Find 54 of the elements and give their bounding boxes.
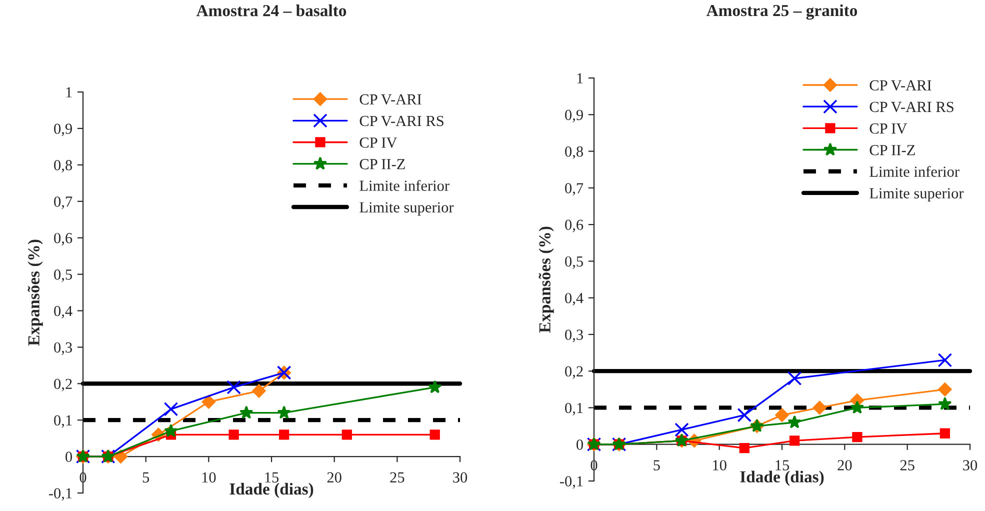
- chart-title: Amostra 25 – granito: [706, 4, 858, 20]
- y-tick-label: 0,1: [54, 415, 72, 428]
- y-tick-label: 0,1: [565, 402, 583, 416]
- legend-label: CP V-ARI: [360, 94, 422, 105]
- x-tick-label: 5: [142, 472, 150, 483]
- y-tick-label: -0,1: [48, 488, 72, 501]
- y-tick-label: 0,2: [54, 378, 72, 392]
- y-tick-label: 0,6: [565, 220, 584, 232]
- y-tick-label: 0,5: [54, 269, 72, 282]
- legend-label: CP II-Z: [360, 159, 405, 170]
- y-tick-label: 0,6: [54, 232, 72, 246]
- y-tick-label: 0,2: [565, 366, 583, 379]
- y-tick-label: 1: [577, 73, 583, 84]
- x-tick-label: 20: [838, 460, 852, 470]
- x-tick-label: 30: [963, 460, 978, 470]
- legend-label: Limite superior: [360, 202, 454, 216]
- y-tick-label: 0,3: [565, 330, 583, 342]
- legend-label: CP V-ARI RS: [360, 116, 444, 126]
- x-axis-title: Idade (dias): [740, 470, 824, 486]
- y-tick-label: 0: [66, 452, 72, 462]
- x-tick-label: 15: [265, 472, 279, 483]
- y-tick-label: 0,5: [565, 256, 583, 269]
- y-tick-label: 0,4: [565, 292, 584, 306]
- x-tick-label: 25: [390, 472, 404, 483]
- x-tick-label: 25: [900, 460, 914, 470]
- legend-label: Limite inferior: [870, 166, 960, 177]
- x-tick-label: 15: [776, 460, 790, 470]
- y-tick-label: 0,7: [54, 196, 72, 210]
- y-tick-label: 0,8: [565, 146, 583, 159]
- y-axis-title: Expansões (%): [28, 240, 43, 346]
- y-tick-label: -0,1: [560, 476, 583, 489]
- legend-label: CP IV: [360, 137, 398, 148]
- y-tick-label: 0,8: [54, 160, 72, 173]
- y-tick-label: 0,7: [565, 183, 584, 196]
- x-tick-label: 30: [453, 472, 468, 483]
- y-tick-label: 0,9: [54, 124, 72, 136]
- x-axis-title: Idade (dias): [230, 482, 314, 498]
- y-tick-label: 1: [66, 87, 72, 98]
- legend-label: Limite superior: [870, 188, 964, 202]
- legend-label: CP II-Z: [870, 145, 915, 156]
- legend-label: Limite inferior: [360, 180, 450, 191]
- y-tick-label: 0,9: [565, 110, 583, 122]
- x-tick-label: 10: [202, 472, 216, 483]
- legend-label: CP IV: [870, 123, 908, 134]
- y-tick-label: 0,3: [54, 342, 72, 355]
- x-tick-label: 20: [327, 472, 342, 483]
- chart-title: Amostra 24 – basalto: [196, 4, 346, 16]
- y-tick-label: 0: [576, 440, 583, 450]
- legend-label: CP V-ARI RS: [870, 102, 954, 112]
- y-axis-title: Expansões (%): [538, 226, 554, 333]
- y-tick-label: 0,4: [54, 306, 72, 318]
- x-tick-label: 5: [654, 460, 660, 470]
- legend-label: CP V-ARI: [870, 80, 932, 91]
- x-tick-label: 10: [713, 460, 726, 470]
